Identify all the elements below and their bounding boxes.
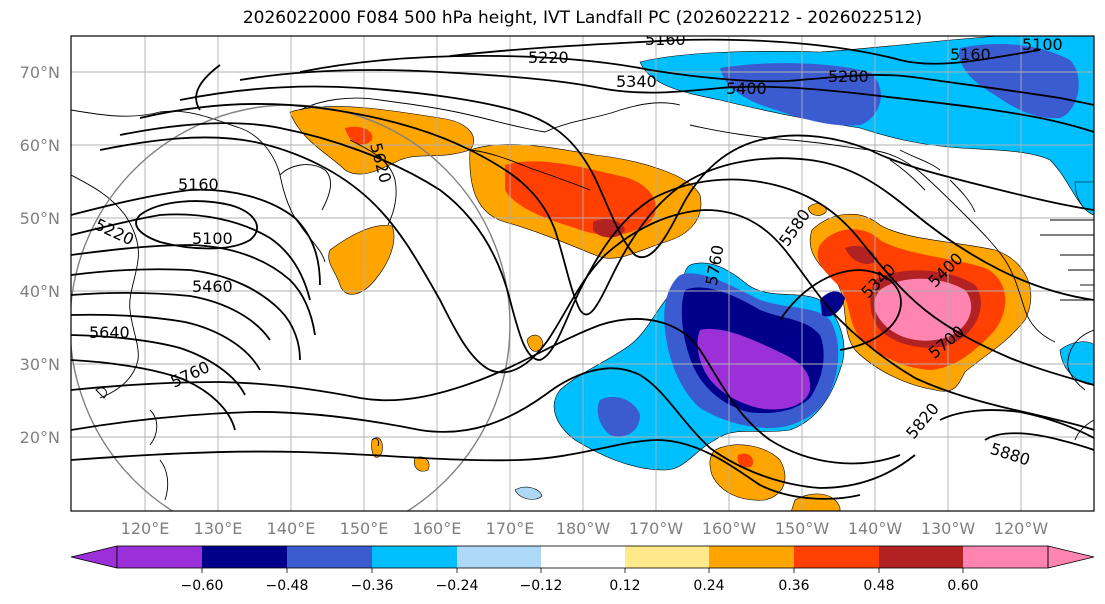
coastlines bbox=[71, 97, 1094, 501]
contour-label: 5160 bbox=[645, 30, 686, 49]
colorbar-segment bbox=[202, 546, 287, 568]
lat-label: 30°N bbox=[20, 355, 60, 374]
ivt-region-aleutian-core bbox=[505, 161, 656, 235]
colorbar-segment bbox=[541, 546, 625, 568]
lon-label: 180°W bbox=[556, 519, 611, 538]
ivt-region-tropical-pale bbox=[514, 486, 543, 500]
lon-label: 170°E bbox=[486, 519, 535, 538]
lat-label: 20°N bbox=[20, 428, 60, 447]
colorbar-segment bbox=[879, 546, 963, 568]
contour-label: 5220 bbox=[528, 48, 569, 67]
colorbar-outline bbox=[116, 545, 1049, 569]
lon-label: 160°E bbox=[413, 519, 462, 538]
latitude-axis: 70°N 60°N 50°N 40°N 30°N 20°N bbox=[20, 63, 60, 447]
contour-label: 5160 bbox=[950, 45, 991, 64]
lat-label: 40°N bbox=[20, 282, 60, 301]
contour-label: 5640 bbox=[89, 323, 130, 342]
map-title: 2026022000 F084 500 hPa height, IVT Land… bbox=[242, 8, 923, 28]
ivt-region-aleutian-max bbox=[593, 219, 625, 238]
colorbar-segment bbox=[457, 546, 541, 568]
lon-label: 170°W bbox=[629, 519, 684, 538]
lat-label: 70°N bbox=[20, 63, 60, 82]
map-panel: 5160 5220 5340 5400 5280 5160 5100 5620 … bbox=[71, 30, 1094, 511]
ivt-region-okhotsk bbox=[289, 106, 475, 175]
colorbar-tick-label: 0.48 bbox=[863, 578, 894, 594]
negative-ivt-shading bbox=[514, 36, 1094, 500]
height-contours bbox=[71, 38, 1094, 500]
colorbar-tick-label: −0.60 bbox=[181, 578, 224, 594]
contour-label: 5100 bbox=[192, 229, 233, 248]
contour-label: 5460 bbox=[192, 277, 233, 296]
colorbar-segment bbox=[117, 546, 202, 568]
lon-label: 130°W bbox=[921, 519, 976, 538]
lon-label: 160°W bbox=[702, 519, 757, 538]
colorbar-segment bbox=[372, 546, 457, 568]
ivt-region-arctic-royal bbox=[720, 44, 1079, 126]
lon-label: 140°E bbox=[267, 519, 316, 538]
colorbar-segment bbox=[963, 546, 1048, 568]
longitude-axis: 120°E 130°E 140°E 150°E 160°E 170°E 180°… bbox=[121, 519, 1049, 538]
colorbar-tick-label: −0.48 bbox=[266, 578, 309, 594]
colorbar-tick-label: 0.60 bbox=[947, 578, 978, 594]
colorbar-tick-label: 0.36 bbox=[778, 578, 809, 594]
colorbar: −0.60 −0.48 −0.36 −0.24 −0.12 0.12 0.24 … bbox=[70, 545, 1095, 594]
lon-label: 120°W bbox=[994, 519, 1049, 538]
map-frame bbox=[70, 35, 1095, 512]
contour-labels: 5160 5220 5340 5400 5280 5160 5100 5620 … bbox=[89, 30, 1063, 470]
contour-label: 5160 bbox=[178, 175, 219, 194]
lon-label: 120°E bbox=[121, 519, 170, 538]
lon-label: 130°E bbox=[194, 519, 243, 538]
colorbar-tick-label: 0.24 bbox=[693, 578, 724, 594]
contour-label: 5280 bbox=[828, 67, 869, 86]
ivt-region-gulf-small bbox=[807, 203, 827, 216]
colorbar-segment bbox=[709, 546, 794, 568]
ivt-region-tropical-purple bbox=[697, 328, 811, 410]
colorbar-tick-label: −0.24 bbox=[436, 578, 479, 594]
lon-label: 150°E bbox=[340, 519, 389, 538]
ivt-region-hawaii-core bbox=[737, 453, 754, 468]
lat-label: 60°N bbox=[20, 136, 60, 155]
lat-label: 50°N bbox=[20, 209, 60, 228]
colorbar-segment bbox=[287, 546, 372, 568]
contour-label: 5340 bbox=[616, 72, 657, 91]
colorbar-tick-label: 0.12 bbox=[609, 578, 640, 594]
contour-label: 5100 bbox=[1022, 35, 1063, 54]
positive-ivt-shading bbox=[289, 106, 1032, 511]
lon-label: 140°W bbox=[848, 519, 903, 538]
colorbar-segment bbox=[794, 546, 879, 568]
colorbar-tick-label: −0.12 bbox=[520, 578, 563, 594]
contour-label: 5400 bbox=[726, 79, 767, 98]
ivt-region-okhotsk-core bbox=[345, 126, 373, 145]
colorbar-min-arrow bbox=[70, 545, 118, 569]
ivt-region-japan bbox=[328, 224, 395, 295]
ivt-region-small-blob bbox=[526, 334, 544, 352]
lon-label: 150°W bbox=[775, 519, 830, 538]
colorbar-max-arrow bbox=[1047, 545, 1095, 569]
colorbar-segment bbox=[625, 546, 709, 568]
colorbar-tick-label: −0.36 bbox=[351, 578, 394, 594]
